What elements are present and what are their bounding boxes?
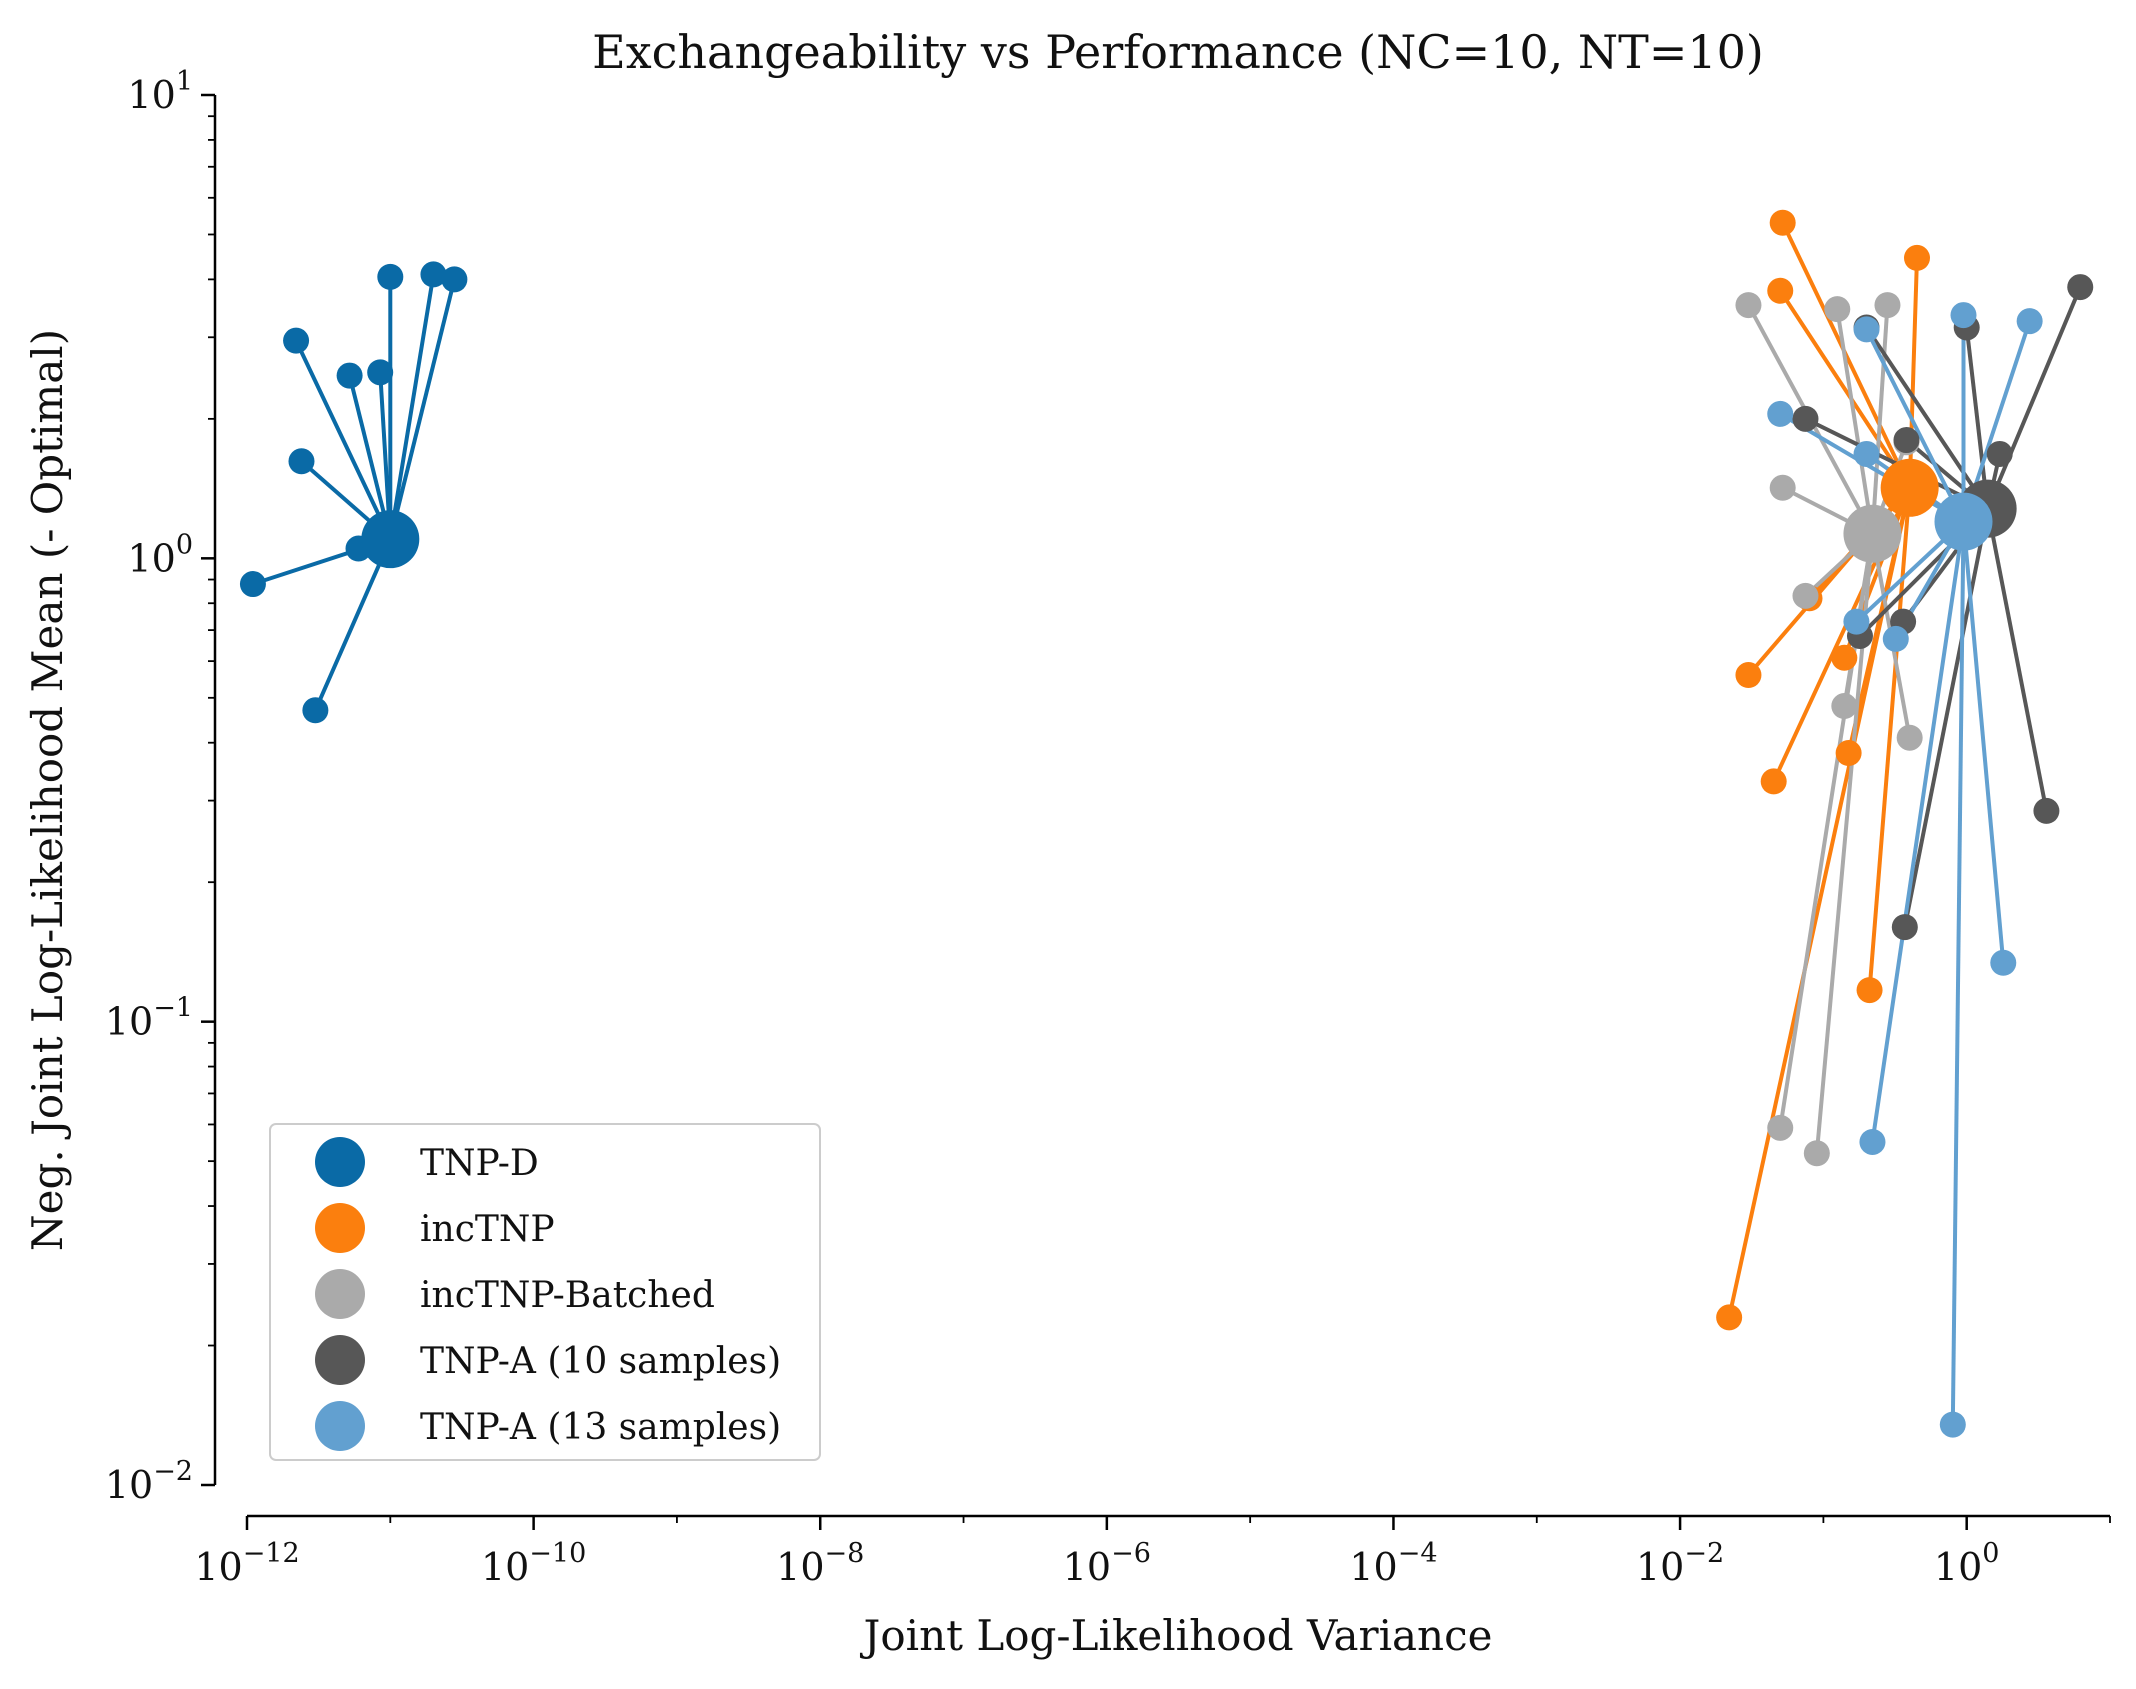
point-1-8	[1856, 977, 1883, 1004]
legend-marker-2	[315, 1269, 365, 1319]
legend-label-3: TNP-A (10 samples)	[420, 1341, 781, 1382]
point-4-8	[1990, 949, 2017, 976]
x-tick-label: 10−12	[194, 1538, 299, 1589]
point-2-4	[1803, 1140, 1830, 1167]
spoke-line-3-9	[1985, 286, 2083, 510]
spoke-line-3-4	[1902, 508, 1990, 928]
legend-label-1: incTNP	[420, 1209, 555, 1250]
x-tick-label: 10−8	[776, 1538, 864, 1589]
point-2-1	[1767, 1114, 1794, 1141]
axes: 10−12 10−10 10−8 10−6 10−4 10−2 100 101 100 10−1 1…	[105, 66, 2111, 1589]
point-2-3	[1792, 582, 1819, 609]
point-4-6	[1939, 1411, 1966, 1438]
legend-marker-3	[315, 1335, 365, 1385]
y-tick-label: 10−1	[105, 993, 193, 1044]
spoke-line-0-9	[388, 278, 457, 540]
point-0-2	[288, 448, 315, 475]
y-tick-label: 10−2	[105, 1456, 193, 1507]
spoke-line-4-8	[1961, 521, 2006, 963]
spoke-line-4-4	[1870, 521, 1966, 1143]
point-3-8	[2033, 797, 2060, 824]
point-0-8	[420, 261, 447, 288]
point-1-0	[1716, 1304, 1743, 1331]
legend-frame	[269, 1123, 821, 1461]
point-0-1	[283, 327, 310, 354]
x-tick-label: 10−2	[1636, 1538, 1724, 1589]
series-center-1	[1880, 458, 1939, 517]
point-0-4	[336, 362, 363, 389]
spoke-line-2-7	[1870, 304, 1890, 534]
spoke-line-1-3	[1778, 289, 1912, 489]
point-3-9	[2067, 274, 2094, 301]
legend-marker-4	[315, 1401, 365, 1451]
point-1-7	[1835, 740, 1862, 767]
series-center-0	[361, 510, 420, 569]
x-tick-label: 10−6	[1063, 1538, 1151, 1589]
legend-label-0: TNP-D	[420, 1143, 539, 1184]
point-0-3	[302, 697, 329, 724]
point-3-4	[1891, 914, 1918, 941]
point-1-1	[1735, 662, 1762, 689]
data-points	[239, 209, 2094, 1438]
spoke-line-4-6	[1950, 521, 1966, 1425]
point-0-6	[367, 359, 394, 386]
spoke-line-4-2	[1864, 328, 1966, 523]
point-1-4	[1769, 209, 1796, 236]
chart-title: Exchangeability vs Performance (NC=10, N…	[592, 25, 1764, 79]
point-1-9	[1903, 244, 1930, 271]
point-1-6	[1831, 644, 1858, 671]
legend: TNP-D incTNP incTNP-Batched TNP-A (10 sampl…	[269, 1123, 821, 1461]
point-3-7	[1986, 440, 2013, 467]
point-2-5	[1824, 296, 1851, 323]
point-4-4	[1859, 1128, 1886, 1155]
point-4-7	[1950, 302, 1977, 329]
spoke-line-0-1	[294, 339, 393, 541]
series-center-2	[1843, 504, 1902, 563]
spoke-line-2-5	[1835, 308, 1875, 535]
point-0-9	[441, 266, 468, 293]
point-0-7	[377, 263, 404, 290]
point-4-0	[1767, 400, 1794, 427]
legend-label-2: incTNP-Batched	[420, 1275, 715, 1316]
x-axis-label: Joint Log-Likelihood Variance	[860, 1611, 1493, 1660]
point-2-9	[1896, 724, 1923, 751]
spoke-line-3-2	[1864, 326, 1990, 510]
spoke-line-0-8	[388, 274, 436, 540]
y-tick-label: 101	[127, 66, 193, 117]
point-3-0	[1792, 405, 1819, 432]
point-3-5	[1893, 427, 1920, 454]
x-tick-label: 10−10	[481, 1538, 586, 1589]
point-2-7	[1874, 292, 1901, 319]
point-2-2	[1769, 474, 1796, 501]
series-center-4	[1934, 492, 1993, 551]
point-4-1	[1843, 608, 1870, 635]
legend-label-4: TNP-A (13 samples)	[420, 1407, 781, 1448]
spoke-line-0-3	[313, 538, 393, 712]
legend-marker-1	[315, 1203, 365, 1253]
x-tick-label: 10−4	[1349, 1538, 1437, 1589]
y-axis-label: Neg. Joint Log-Likelihood Mean (- Optima…	[23, 329, 72, 1251]
x-tick-label: 100	[1934, 1538, 2000, 1589]
point-4-9	[2016, 308, 2043, 335]
point-4-3	[1853, 440, 1880, 467]
point-4-5	[1882, 625, 1909, 652]
spoke-line-1-8	[1867, 487, 1912, 991]
point-1-2	[1760, 768, 1787, 795]
spoke-line-3-6	[1964, 327, 1990, 509]
point-1-3	[1767, 277, 1794, 304]
y-tick-label: 100	[127, 529, 193, 580]
point-2-0	[1735, 292, 1762, 319]
point-2-6	[1831, 693, 1858, 720]
spoke-line-3-8	[1985, 508, 2049, 812]
point-0-0	[239, 571, 266, 598]
legend-marker-0	[315, 1137, 365, 1187]
point-4-2	[1853, 316, 1880, 343]
